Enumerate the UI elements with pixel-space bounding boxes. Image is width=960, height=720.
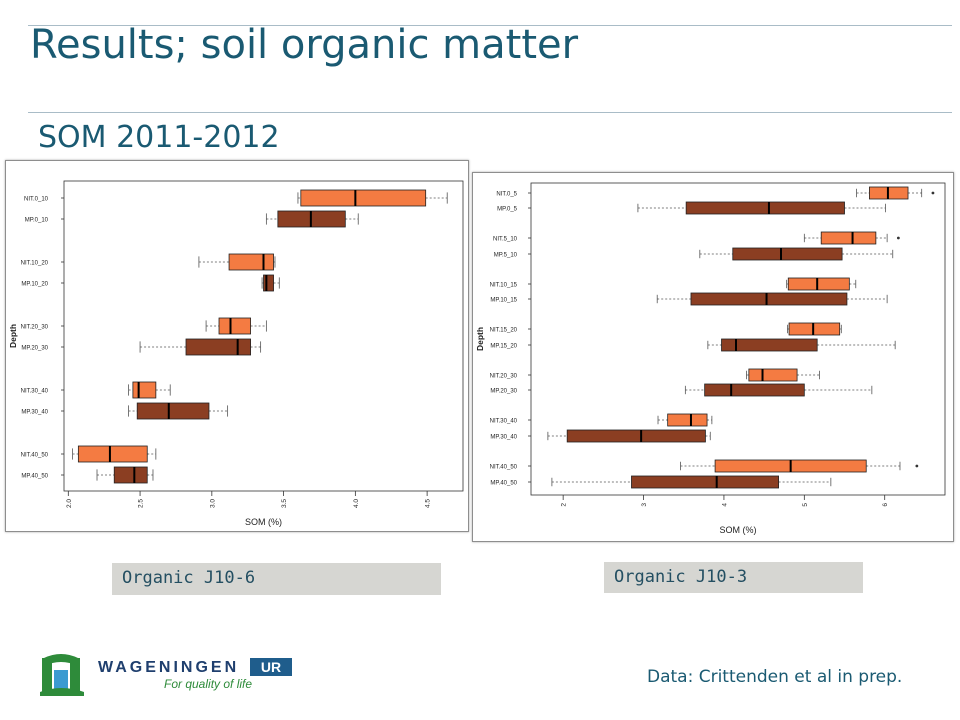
top-rule (28, 25, 952, 26)
box-NIT.40_50 (77, 445, 148, 463)
outlier-point (896, 236, 900, 240)
category-label: MP.20_30 (21, 346, 48, 352)
box-NIT.10_20 (228, 253, 274, 271)
x-tick-label: 2.0 (66, 499, 73, 508)
box-MP.20_30 (185, 338, 251, 356)
category-label: MP.5_10 (494, 253, 518, 259)
box-MP.20_30 (704, 383, 805, 397)
y-axis-label: Depth (475, 327, 485, 351)
category-label: MP.40_50 (490, 481, 517, 487)
category-label: MP.15_20 (490, 344, 517, 350)
box-MP.5_10 (732, 247, 843, 261)
box-NIT.30_40 (667, 413, 708, 427)
slide-subtitle: SOM 2011-2012 (38, 120, 280, 155)
category-label: MP.10_15 (490, 298, 517, 304)
plot-area (530, 182, 946, 496)
box-MP.10_20 (263, 274, 274, 292)
category-label: MP.30_40 (21, 410, 48, 416)
logo-name: WAGENINGEN (98, 659, 239, 676)
plot-area (63, 180, 464, 492)
category-label: NIT.30_40 (490, 419, 518, 425)
box-NIT.5_10 (820, 231, 877, 245)
box-MP.15_20 (721, 338, 818, 352)
outlier-point (915, 464, 919, 468)
category-label: NIT.20_30 (21, 325, 49, 331)
x-axis-label: SOM (%) (245, 517, 282, 527)
category-label: NIT.0_5 (496, 192, 517, 198)
category-label: NIT.40_50 (490, 465, 518, 471)
category-label: MP.10_20 (21, 282, 48, 288)
logo-tagline: For quality of life (164, 677, 252, 691)
box-MP.10_15 (690, 292, 848, 306)
box-NIT.10_15 (787, 277, 850, 291)
box-MP.40_50 (113, 466, 148, 484)
box-NIT.0_10 (300, 189, 427, 207)
category-label: MP.30_40 (490, 435, 517, 441)
title-rule (28, 112, 952, 113)
y-axis-label: Depth (8, 324, 18, 348)
category-label: NIT.30_40 (21, 389, 49, 395)
logo-suffix: UR (261, 659, 281, 675)
box-MP.0_5 (685, 201, 845, 215)
box-NIT.20_30 (748, 368, 798, 382)
data-credit: Data: Crittenden et al in prep. (647, 667, 903, 687)
x-tick-label: 2.5 (138, 499, 145, 508)
x-tick-label: 5 (802, 503, 809, 507)
category-label: NIT.5_10 (493, 237, 518, 243)
x-tick-label: 3.5 (281, 499, 288, 508)
outlier-point (931, 191, 935, 195)
boxplot-chart-right: 2 3 4 5 6 SOM (%) Depth NIT.0_5 MP.0_5 NIT.5_10 MP… (475, 182, 946, 535)
x-tick-label: 2 (561, 503, 568, 507)
x-tick-label: 4.5 (425, 499, 432, 508)
chart-frame-left: 2.0 2.5 3.0 3.5 4.0 4.5 SOM (%) Depth NIT.0_10 MP… (5, 160, 469, 532)
x-axis-label: SOM (%) (720, 525, 757, 535)
category-label: NIT.40_50 (21, 453, 49, 459)
category-label: NIT.10_15 (490, 283, 518, 289)
category-label: NIT.0_10 (24, 197, 49, 203)
category-label: NIT.15_20 (490, 328, 518, 334)
boxplot-chart-left: 2.0 2.5 3.0 3.5 4.0 4.5 SOM (%) Depth NIT.0_10 MP… (8, 180, 464, 527)
category-label: NIT.20_30 (490, 374, 518, 380)
logo-ur-box (250, 658, 292, 676)
logo-icon (40, 654, 84, 696)
category-label: MP.40_50 (21, 474, 48, 480)
chart-caption-right: Organic J10-3 (604, 562, 863, 593)
x-tick-label: 4.0 (353, 499, 360, 508)
box-NIT.30_40 (132, 381, 157, 399)
x-tick-label: 4 (721, 503, 728, 507)
box-MP.30_40 (136, 402, 210, 420)
x-tick-label: 3.0 (209, 499, 216, 508)
category-label: NIT.10_20 (21, 261, 49, 267)
category-label: MP.0_5 (497, 207, 518, 213)
x-tick-label: 3 (641, 503, 648, 507)
box-MP.30_40 (566, 429, 706, 443)
logo-mark: WAGENINGEN UR For quality of life (40, 654, 292, 696)
chart-frame-right: 2 3 4 5 6 SOM (%) Depth NIT.0_5 MP.0_5 NIT.5_10 MP… (472, 172, 954, 542)
slide-title: Results; soil organic matter (30, 22, 579, 68)
wageningen-ur-logo: WAGENINGEN UR For quality of life (40, 652, 310, 698)
x-tick-label: 6 (882, 503, 889, 507)
chart-caption-left: Organic J10-6 (112, 563, 441, 595)
category-label: MP.20_30 (490, 389, 517, 395)
box-NIT.20_30 (218, 317, 251, 335)
box-MP.40_50 (631, 475, 779, 489)
box-NIT.15_20 (788, 322, 841, 336)
category-label: MP.0_10 (25, 218, 49, 224)
